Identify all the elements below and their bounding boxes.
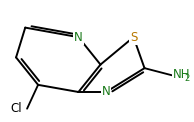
Text: S: S: [130, 31, 137, 44]
Text: N: N: [74, 31, 83, 44]
Text: Cl: Cl: [10, 102, 22, 115]
Text: N: N: [102, 86, 110, 98]
Text: NH: NH: [173, 68, 191, 81]
Text: 2: 2: [184, 74, 190, 83]
